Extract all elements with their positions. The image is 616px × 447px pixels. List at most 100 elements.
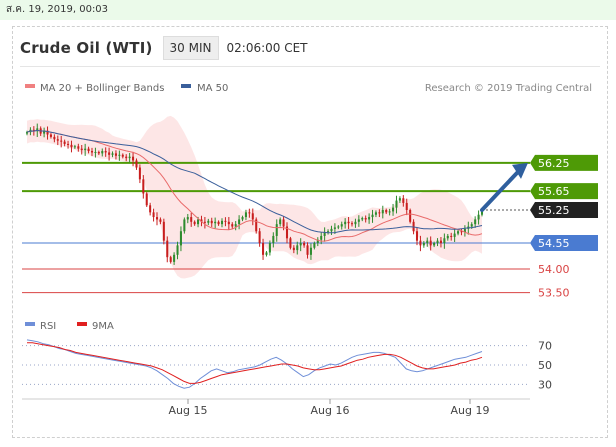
candle-body [296,245,299,251]
level-tag-56.25 [530,154,598,171]
candle-body [275,224,278,236]
candle-body [323,232,326,236]
candle-body [340,224,343,227]
candle-body [67,143,70,145]
rsi-tick-label: 30 [538,378,552,391]
timeframe-button[interactable]: 30 MIN [162,36,219,60]
candle-body [303,243,306,246]
candle-body [453,233,456,237]
candle-body [422,243,425,246]
legend-9ma-label: 9MA [92,321,114,332]
candle-body [90,151,94,153]
candle-body [220,220,224,225]
candle-body [132,156,135,161]
candle-body [142,179,145,194]
candle-body [108,152,111,155]
candle-body [385,210,388,213]
candle-body [337,226,340,228]
chart-header: Crude Oil (WTI) 30 MIN 02:06:00 CET [20,35,308,61]
candle-body [173,254,176,262]
chart-panel [12,26,608,438]
candle-body [436,240,439,244]
candle-body [368,217,371,220]
candle-body [128,156,131,159]
projection-arrow [480,162,528,212]
time-label: 02:06:00 CET [226,41,308,55]
candle-body [32,129,35,132]
candle-body [203,221,206,223]
rsi-series-rsi [26,339,483,389]
candle-body [405,202,408,210]
candle-body [84,148,87,151]
candle-body [316,239,319,244]
candle-body [299,243,302,246]
bollinger-band [27,115,482,279]
candle-body [415,231,419,241]
candle-body [439,240,442,244]
candle-body [460,231,463,233]
candle-body [477,214,480,220]
price-levels: 56.25 55.65 55.25 54.55 54.00 53.50 [22,154,598,300]
candle-body [176,245,179,255]
candle-body [292,247,295,251]
candle-body [36,128,39,132]
candle-body [285,226,289,239]
candle-body [443,238,446,244]
candle-body [470,224,473,227]
candle-body [43,130,46,134]
candle-body [357,219,360,222]
candle-body [145,193,148,206]
candle-body [234,224,237,227]
candle-body [210,220,213,224]
projection-arrow-head [512,162,528,179]
level-tag-55.25 [530,202,598,218]
candle-body [241,217,244,220]
candle-body [262,243,265,255]
candle-body [289,238,292,248]
candle-body [350,223,354,225]
candle-body [480,210,484,215]
candle-body [327,231,330,233]
candle-body [457,231,460,234]
date-bar: ส.ค. 19, 2019, 00:03 [0,0,616,20]
candle-body [73,146,76,148]
ma50-line [26,129,483,234]
candle-body [333,227,336,229]
candle-body [374,212,377,215]
candle-body [97,151,100,154]
candle-body [255,219,258,232]
candle-body [190,217,193,222]
candle-body [258,231,261,244]
candle-body [474,219,477,225]
candle-body [227,221,230,225]
candle-body [70,144,73,148]
candle-body [155,217,159,220]
moving-averages [26,129,483,242]
header-divider [20,66,600,67]
candle-body [450,235,453,237]
candle-body [214,221,217,224]
candle-body [306,245,309,255]
legend-ma20-swatch [25,84,35,88]
candle-body [135,160,138,168]
ma20-line [26,129,483,242]
candle-body [244,212,247,218]
candle-body [392,207,395,212]
candle-body [118,154,121,156]
watermark: Research © 2019 Trading Central [425,83,592,94]
candle-body [121,154,124,157]
level-label-53.50: 53.50 [538,287,570,300]
candle-body [347,221,350,224]
level-tag-54.55 [530,235,598,252]
candle-body [446,235,449,239]
level-label-55.25: 55.25 [538,204,570,217]
instrument-title: Crude Oil (WTI) [20,39,153,57]
candle-body [426,240,429,244]
candle-body [77,146,80,149]
candle-body [138,167,141,180]
candle-body [272,235,275,244]
candle-body [388,211,391,213]
level-label-56.25: 56.25 [538,157,570,170]
bollinger-fill [27,115,482,279]
legend-rsi-label: RSI [40,321,56,332]
